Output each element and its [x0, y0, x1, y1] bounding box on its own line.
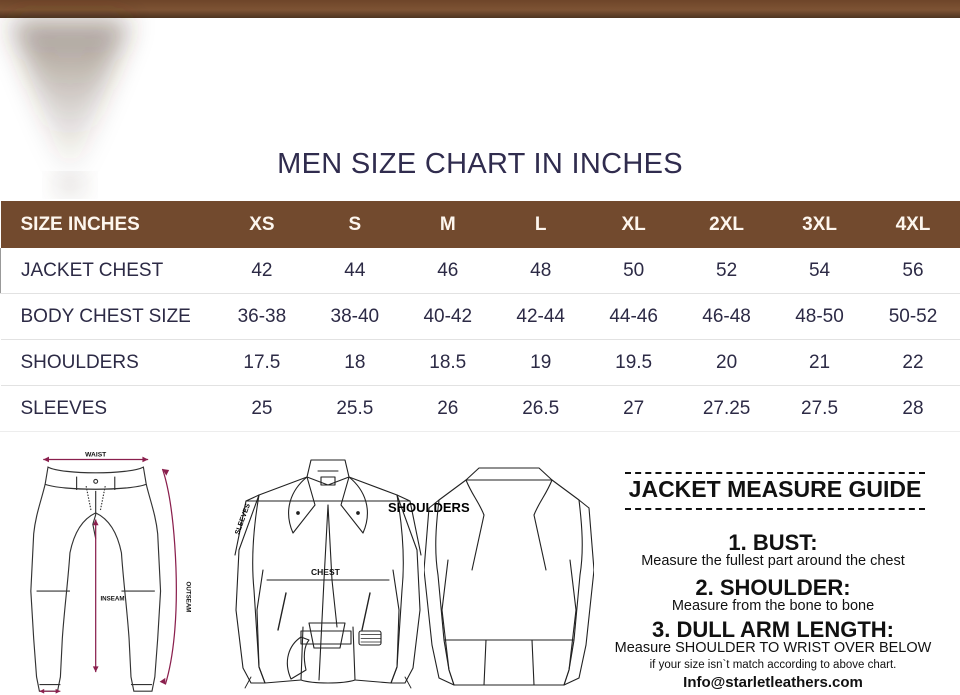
- svg-text:WAIST: WAIST: [85, 452, 106, 459]
- svg-text:SLEEVES: SLEEVES: [234, 503, 252, 536]
- svg-text:INSEAM: INSEAM: [100, 596, 124, 603]
- svg-text:CHEST: CHEST: [311, 567, 341, 577]
- svg-text:OUTSEAM: OUTSEAM: [184, 582, 191, 613]
